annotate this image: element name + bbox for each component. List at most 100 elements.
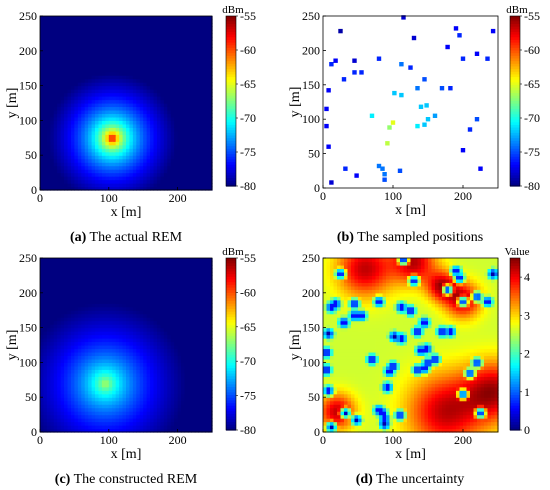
heatmap-cell [139, 141, 144, 146]
heatmap-cell [43, 358, 48, 363]
heatmap-cell [50, 397, 55, 402]
heatmap-cell [160, 82, 165, 87]
heatmap-cell [53, 54, 58, 59]
heatmap-cell [191, 407, 196, 412]
colorbar-step [510, 74, 520, 78]
sample-point [439, 86, 445, 91]
heatmap-cell [50, 64, 55, 69]
heatmap-cell [64, 120, 69, 125]
heatmap-cell [98, 310, 103, 315]
heatmap-cell [84, 151, 89, 156]
heatmap-cell [143, 296, 148, 301]
heatmap-cell [122, 57, 127, 62]
heatmap-cell [146, 183, 151, 188]
heatmap-cell [187, 365, 192, 370]
heatmap-cell [146, 113, 151, 118]
heatmap-cell [60, 379, 65, 384]
heatmap-cell [98, 386, 103, 391]
heatmap-cell [101, 19, 106, 24]
heatmap-cell [115, 99, 120, 104]
heatmap-cell [205, 85, 210, 90]
heatmap-cell [40, 275, 45, 280]
heatmap-cell [163, 369, 168, 374]
heatmap-cell [143, 103, 148, 108]
heatmap-cell [139, 57, 144, 62]
colorbar-step [510, 164, 520, 169]
heatmap-cell [40, 393, 45, 398]
heatmap-cell [136, 320, 141, 325]
heatmap-cell [136, 331, 141, 336]
heatmap-cell [77, 186, 82, 191]
heatmap-cell [122, 148, 127, 153]
heatmap-cell [160, 275, 165, 280]
heatmap-cell [153, 130, 158, 135]
heatmap-cell [43, 162, 48, 167]
heatmap-cell [84, 299, 89, 304]
heatmap-cell [43, 106, 48, 111]
heatmap-cell [88, 22, 93, 28]
heatmap-cell [40, 120, 45, 125]
heatmap-cell [64, 151, 69, 156]
heatmap-cell [181, 334, 186, 339]
heatmap-cell [177, 264, 182, 270]
heatmap-cell [136, 303, 141, 308]
heatmap-cell [132, 317, 137, 322]
heatmap-cell [101, 123, 106, 128]
heatmap-cell [81, 400, 86, 405]
heatmap-cell [150, 116, 155, 121]
heatmap-cell [105, 33, 110, 38]
heatmap-cell [139, 338, 144, 343]
x-tick-label: 100 [384, 189, 402, 203]
heatmap-cell [81, 261, 86, 266]
heatmap-cell [126, 362, 131, 367]
heatmap-cell [201, 47, 206, 52]
heatmap-cell [201, 123, 206, 128]
heatmap-cell [84, 40, 89, 45]
heatmap-cell [95, 372, 100, 377]
colorbar-step [226, 31, 236, 36]
heatmap-cell [105, 123, 110, 128]
heatmap-cell [153, 96, 158, 101]
heatmap-cell [136, 369, 141, 374]
heatmap-cell [70, 109, 75, 115]
heatmap-cell [119, 75, 124, 80]
heatmap-cell [77, 89, 82, 94]
heatmap-cell [88, 134, 93, 139]
heatmap-cell [126, 162, 131, 167]
heatmap-cell [88, 155, 93, 160]
heatmap-cell [60, 116, 65, 121]
heatmap-cell [105, 127, 110, 132]
heatmap-cell [43, 22, 48, 28]
heatmap-cell [153, 127, 158, 132]
heatmap-cell [60, 148, 65, 153]
heatmap-cell [77, 78, 82, 83]
heatmap-cell [70, 162, 75, 167]
heatmap-cell [101, 148, 106, 153]
heatmap-cell [77, 127, 82, 132]
heatmap-cell [60, 40, 65, 45]
heatmap-cell [40, 358, 45, 363]
heatmap-cell [208, 137, 213, 142]
heatmap-cell [184, 400, 189, 405]
heatmap-cell [150, 172, 155, 177]
heatmap-cell [126, 334, 131, 339]
heatmap-cell [119, 151, 124, 156]
heatmap-cell [122, 310, 127, 315]
heatmap-cell [174, 414, 179, 419]
heatmap-cell [174, 68, 179, 73]
heatmap-cell [53, 358, 58, 363]
heatmap-cell [77, 320, 82, 325]
heatmap-cell [146, 61, 151, 66]
heatmap-cell [50, 22, 55, 28]
heatmap-cell [126, 271, 131, 276]
heatmap-cell [112, 313, 117, 318]
heatmap-cell [84, 89, 89, 94]
heatmap-cell [174, 376, 179, 381]
heatmap-cell [160, 92, 165, 97]
heatmap-cell [122, 82, 127, 87]
heatmap-cell [60, 303, 65, 308]
heatmap-cell [70, 355, 75, 360]
colorbar-step [226, 34, 236, 38]
heatmap-cell [91, 365, 96, 370]
heatmap-cell [98, 313, 103, 318]
